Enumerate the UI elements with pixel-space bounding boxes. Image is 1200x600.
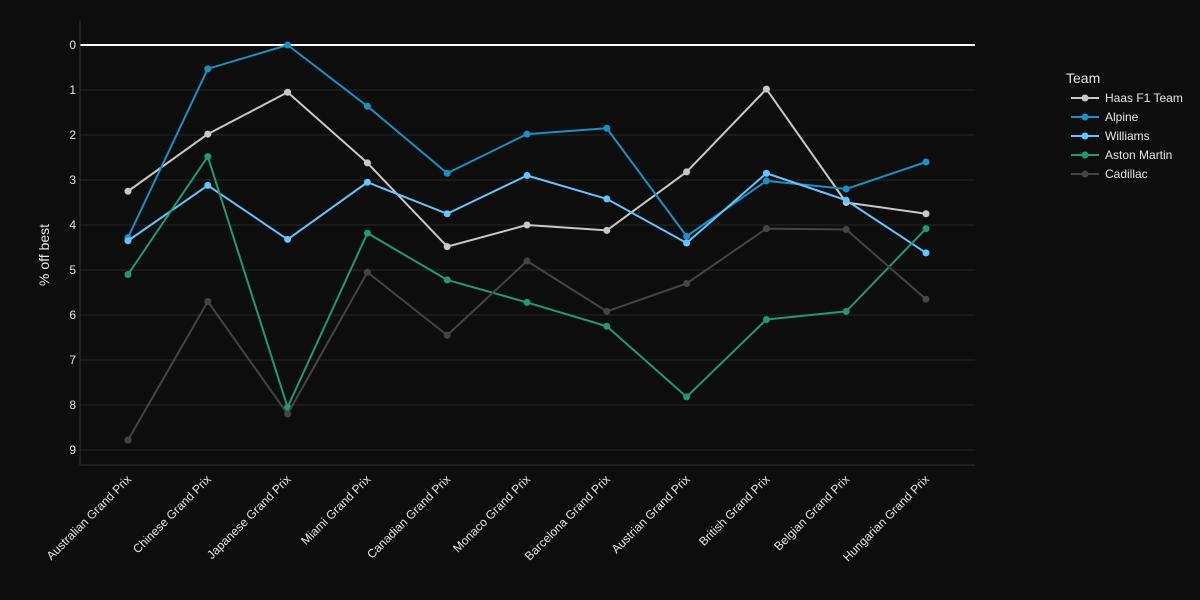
legend-swatch-marker (1081, 113, 1089, 121)
data-point[interactable] (284, 410, 292, 418)
data-point[interactable] (124, 237, 132, 245)
data-point[interactable] (683, 280, 691, 287)
legend-label: Williams (1105, 129, 1150, 143)
data-point[interactable] (922, 295, 930, 303)
y-tick-label: 8 (69, 398, 76, 412)
y-tick-label: 1 (69, 83, 76, 97)
data-point[interactable] (204, 153, 212, 161)
data-point[interactable] (762, 316, 770, 323)
legend-swatch-marker (1081, 94, 1089, 102)
legend-swatch-marker (1081, 132, 1089, 140)
legend-item[interactable]: Williams (1071, 129, 1150, 143)
y-tick-label: 7 (69, 353, 76, 367)
y-tick-label: 0 (69, 38, 76, 52)
data-point[interactable] (204, 181, 212, 189)
data-point[interactable] (842, 196, 850, 204)
data-point[interactable] (603, 124, 611, 132)
legend-item[interactable]: Alpine (1071, 110, 1139, 124)
legend-item[interactable]: Haas F1 Team (1071, 91, 1183, 105)
data-point[interactable] (603, 322, 611, 330)
data-point[interactable] (443, 276, 451, 284)
data-point[interactable] (363, 229, 371, 237)
legend-title: Team (1066, 70, 1100, 86)
data-point[interactable] (922, 225, 930, 233)
data-point[interactable] (842, 185, 850, 193)
data-point[interactable] (204, 130, 212, 138)
data-point[interactable] (124, 271, 132, 278)
data-point[interactable] (284, 88, 292, 96)
data-point[interactable] (363, 178, 371, 186)
data-point[interactable] (124, 436, 132, 444)
data-point[interactable] (523, 130, 531, 138)
data-point[interactable] (363, 268, 371, 276)
data-point[interactable] (842, 226, 850, 233)
legend-label: Cadillac (1105, 167, 1148, 181)
legend-item[interactable]: Aston Martin (1071, 148, 1172, 162)
y-tick-label: 5 (69, 263, 76, 277)
data-point[interactable] (683, 232, 691, 240)
series-aston-martin (124, 153, 930, 411)
data-point[interactable] (842, 307, 850, 315)
y-tick-label: 9 (69, 443, 76, 457)
y-axis-title: % off best (36, 224, 52, 286)
data-point[interactable] (443, 210, 451, 218)
data-point[interactable] (363, 159, 371, 167)
series-williams (124, 169, 930, 257)
data-point[interactable] (523, 172, 531, 179)
series-lines (124, 41, 930, 444)
data-point[interactable] (363, 102, 371, 110)
legend-item[interactable]: Cadillac (1071, 167, 1148, 181)
data-point[interactable] (762, 177, 770, 185)
data-point[interactable] (683, 393, 691, 401)
data-point[interactable] (762, 85, 770, 93)
data-point[interactable] (523, 298, 531, 306)
data-point[interactable] (523, 221, 531, 229)
y-tick-label: 3 (69, 173, 76, 187)
data-point[interactable] (762, 225, 770, 233)
legend-label: Aston Martin (1105, 148, 1172, 162)
data-point[interactable] (683, 239, 691, 247)
data-point[interactable] (683, 168, 691, 176)
y-tick-label: 6 (69, 308, 76, 322)
data-point[interactable] (443, 243, 451, 251)
data-point[interactable] (603, 307, 611, 315)
data-point[interactable] (922, 210, 930, 218)
data-point[interactable] (204, 298, 212, 305)
data-point[interactable] (922, 249, 930, 257)
data-point[interactable] (443, 169, 451, 177)
series-cadillac (124, 225, 930, 444)
data-point[interactable] (204, 65, 212, 73)
y-tick-label: 2 (69, 128, 76, 142)
data-point[interactable] (603, 195, 611, 203)
legend-label: Haas F1 Team (1105, 91, 1183, 105)
data-point[interactable] (922, 158, 930, 166)
legend-label: Alpine (1105, 110, 1139, 124)
series-alpine (124, 41, 930, 242)
y-tick-label: 4 (69, 218, 76, 232)
data-point[interactable] (284, 235, 292, 243)
legend[interactable]: Team Haas F1 Team Alpine Williams Aston Mar… (1066, 70, 1183, 181)
data-point[interactable] (523, 257, 531, 265)
legend-swatch-marker (1081, 151, 1089, 159)
legend-swatch-marker (1081, 170, 1089, 178)
data-point[interactable] (284, 41, 292, 49)
data-point[interactable] (124, 187, 132, 195)
data-point[interactable] (603, 226, 611, 234)
data-point[interactable] (762, 169, 770, 177)
data-point[interactable] (443, 331, 451, 339)
